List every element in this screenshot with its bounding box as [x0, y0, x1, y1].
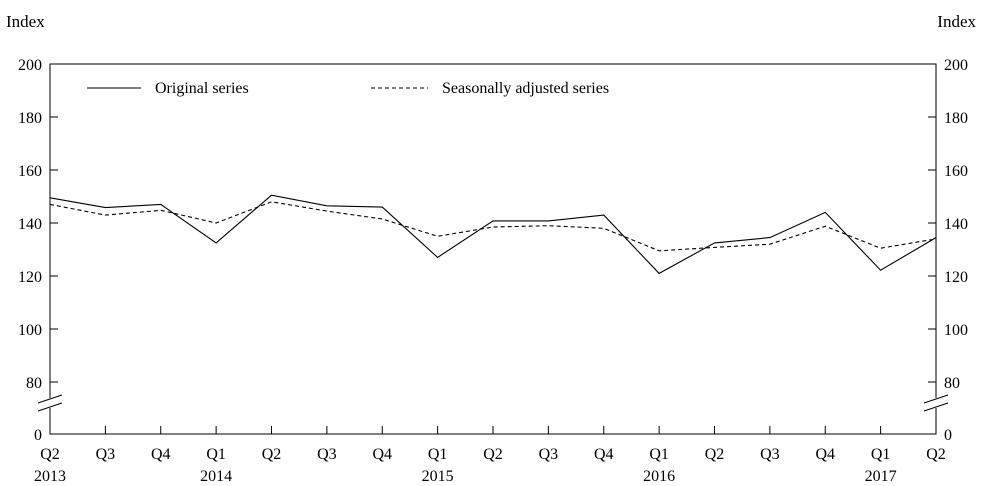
y-axis-unit-right: Index [937, 12, 976, 31]
x-year-label: 2016 [643, 468, 675, 485]
x-year-label: 2013 [34, 468, 66, 485]
y-tick-label-right: 120 [944, 269, 968, 286]
y-tick-label-left: 80 [26, 375, 42, 392]
x-tick-label: Q2 [705, 446, 725, 463]
x-year-label: 2014 [200, 468, 232, 485]
axis-break-mark-right [923, 394, 949, 404]
y-tick-label-left: 140 [18, 216, 42, 233]
x-tick-label: Q3 [539, 446, 559, 463]
x-year-label: 2015 [422, 468, 454, 485]
x-tick-label: Q1 [428, 446, 448, 463]
x-tick-label: Q2 [262, 446, 282, 463]
axis-break-gap-right [924, 398, 948, 408]
series-line-seasonally-adjusted [49, 201, 937, 252]
y-tick-label-left: 200 [18, 57, 42, 74]
y-tick-label-left: 180 [18, 110, 42, 127]
x-year-label: 2017 [865, 468, 897, 485]
x-tick-label: Q4 [594, 446, 614, 463]
y-tick-label-right: 180 [944, 110, 968, 127]
y-tick-label-right: 80 [944, 375, 960, 392]
axis-break-mark-left [37, 394, 63, 404]
y-tick-label-right: 140 [944, 216, 968, 233]
y-tick-label-right: 0 [944, 427, 952, 444]
legend-label: Original series [155, 80, 249, 97]
x-tick-label: Q4 [372, 446, 392, 463]
y-tick-label-right: 160 [944, 163, 968, 180]
x-tick-label: Q1 [649, 446, 669, 463]
axis-break-mark-right [923, 402, 949, 412]
x-tick-label: Q3 [317, 446, 337, 463]
x-tick-label: Q2 [926, 446, 946, 463]
y-tick-label-left: 0 [34, 427, 42, 444]
x-tick-label: Q2 [483, 446, 503, 463]
x-tick-label: Q4 [151, 446, 171, 463]
axes: 0 0 80 80 100 100 120 120 140 140 160 160 180 180 200 2… [18, 57, 968, 485]
x-tick-label: Q3 [760, 446, 780, 463]
x-tick-label: Q3 [96, 446, 116, 463]
series-layer [49, 194, 937, 275]
y-tick-label-left: 100 [18, 322, 42, 339]
x-tick-label: Q1 [871, 446, 891, 463]
y-tick-label-left: 120 [18, 269, 42, 286]
legend-label: Seasonally adjusted series [442, 80, 609, 97]
y-tick-label-right: 100 [944, 322, 968, 339]
x-tick-label: Q1 [206, 446, 226, 463]
y-tick-label-right: 200 [944, 57, 968, 74]
x-tick-label: Q2 [40, 446, 60, 463]
series-line-original [49, 194, 937, 275]
x-tick-label: Q4 [815, 446, 835, 463]
axis-break-gap-left [38, 398, 62, 408]
y-axis-unit-left: Index [6, 12, 45, 31]
y-tick-label-left: 160 [18, 163, 42, 180]
axis-break-mark-left [37, 402, 63, 412]
plot-frame [49, 63, 937, 435]
legend: Original series Seasonally adjusted serie… [87, 80, 609, 97]
